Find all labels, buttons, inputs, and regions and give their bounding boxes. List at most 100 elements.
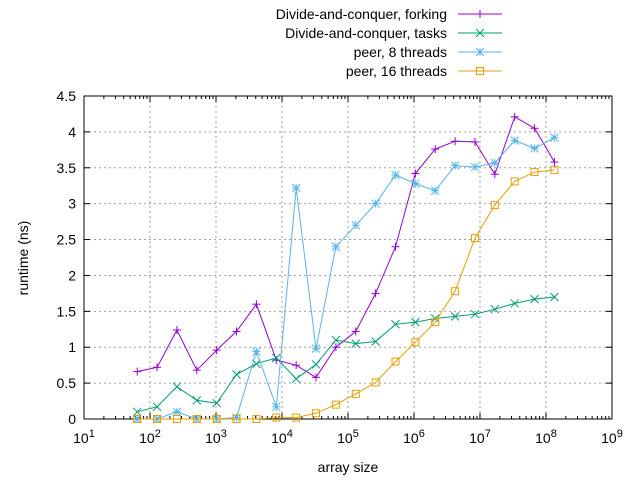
data-point [411,169,420,178]
data-point [331,343,340,352]
data-point [490,304,500,314]
data-point [510,136,520,145]
data-point [450,161,460,170]
x-tick-base: 10 [271,430,287,446]
data-point [192,366,201,375]
data-point [172,325,181,334]
x-tick-exponent: 9 [617,428,623,440]
legend-label: peer, 16 threads [346,63,447,79]
x-tick-exponent: 3 [221,428,227,440]
data-point [490,201,499,210]
y-tick-label: 3.5 [57,160,77,176]
data-point [331,400,340,409]
x-tick-base: 10 [601,430,617,446]
data-point [411,338,420,347]
data-point [490,170,499,179]
data-point [391,319,400,329]
data-point [212,398,222,408]
x-tick-base: 10 [205,430,221,446]
data-point [252,300,261,309]
axis-ticks [83,95,613,420]
data-point [291,374,301,384]
data-point [153,415,162,423]
y-tick-label: 3 [68,196,76,212]
data-point [451,137,460,146]
data-point [530,168,539,177]
data-point [476,67,484,75]
data-point [172,407,182,417]
x-tick-label: 106 [403,428,425,446]
data-point [292,361,301,370]
data-point [232,327,241,336]
y-tick-label: 0.5 [57,375,77,391]
x-tick-base: 10 [535,430,551,446]
x-tick-exponent: 6 [419,428,425,440]
data-point [411,179,420,188]
data-point [252,347,261,356]
data-point [312,373,321,382]
data-point [371,337,380,346]
data-point [192,415,201,423]
x-tick-label: 104 [271,428,293,446]
y-axis-label: runtime (ns) [15,221,31,296]
data-point [232,370,241,379]
x-tick-label: 107 [469,428,491,446]
series-layer [132,112,559,424]
legend-item: peer, 8 threads [354,44,502,60]
y-tick-label: 2 [68,267,76,283]
data-point [232,415,241,423]
x-tick-base: 10 [139,430,155,446]
grid-lines [84,96,612,419]
x-tick-label: 105 [337,428,359,446]
series-line [137,137,555,420]
data-point [510,177,519,186]
data-point [391,170,400,180]
x-tick-exponent: 5 [353,428,359,440]
data-point [351,220,361,230]
y-tick-label: 4 [68,124,76,140]
data-point [331,242,341,252]
data-point [490,158,500,168]
data-point [451,287,460,296]
data-point [371,289,380,298]
x-tick-base: 10 [469,430,485,446]
x-tick-base: 10 [337,430,353,446]
x-axis-label: array size [318,459,379,475]
y-tick-label: 2.5 [57,232,77,248]
data-point [133,367,142,376]
data-point [153,363,162,372]
data-point [172,415,181,423]
data-point [550,165,559,174]
y-tick-label: 1.5 [57,303,77,319]
x-tick-base: 10 [73,430,89,446]
legend-item: Divide-and-conquer, forking [276,6,502,22]
data-point [291,183,301,193]
data-point [530,144,539,153]
data-point [470,162,480,172]
x-tick-label: 102 [139,428,161,446]
data-point [192,395,202,405]
data-point [391,357,400,366]
x-tick-label: 108 [535,428,557,446]
data-point [475,28,485,38]
x-tick-exponent: 7 [485,428,491,440]
data-point [292,413,301,422]
legend-label: Divide-and-conquer, tasks [285,25,447,41]
x-tick-label: 101 [73,428,95,446]
x-tick-exponent: 1 [89,428,95,440]
series-4 [133,165,559,423]
legend-item: peer, 16 threads [346,63,502,79]
data-point [212,415,221,423]
x-tick-label: 109 [601,428,623,446]
x-tick-exponent: 2 [155,428,161,440]
data-point [450,312,460,321]
data-point [510,112,519,121]
data-point [371,199,380,209]
series-1 [133,112,559,382]
y-tick-label: 1 [68,339,76,355]
y-tick-label: 0 [68,411,76,427]
data-point [431,318,440,327]
data-point [475,47,485,57]
